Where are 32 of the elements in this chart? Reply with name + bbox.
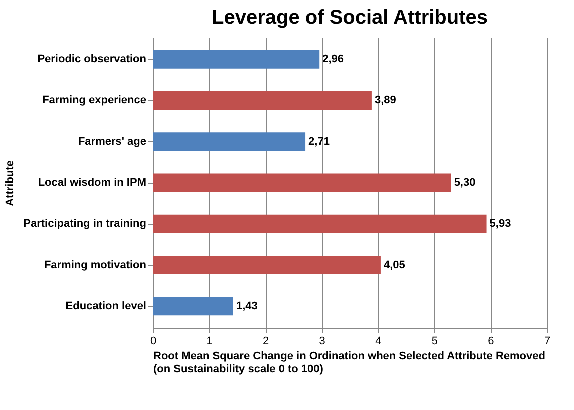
y-tick-label: Farmers' age bbox=[78, 136, 146, 148]
y-axis-title: Attribute bbox=[4, 160, 17, 206]
data-label: 5,93 bbox=[490, 218, 512, 230]
data-label: 1,43 bbox=[236, 300, 258, 312]
bar bbox=[153, 50, 320, 69]
chart-title: Leverage of Social Attributes bbox=[212, 7, 488, 29]
bar bbox=[153, 214, 487, 234]
x-tick-label: 0 bbox=[150, 336, 157, 348]
x-tick-label: 2 bbox=[263, 336, 270, 348]
x-tick-label: 6 bbox=[488, 336, 494, 348]
x-tick-label: 3 bbox=[319, 336, 326, 348]
bar bbox=[153, 174, 452, 192]
bar bbox=[153, 297, 234, 316]
bar bbox=[153, 132, 306, 152]
data-label: 4,05 bbox=[384, 259, 406, 272]
y-tick-label: Farming experience bbox=[42, 94, 146, 107]
x-tick-label: 7 bbox=[544, 336, 551, 348]
bar bbox=[153, 91, 372, 110]
data-label: 3,89 bbox=[374, 94, 396, 107]
x-axis-title: Root Mean Square Change in Ordination when Selected Attribute Removed (on Sustainability scale 0 to 100) bbox=[154, 350, 546, 376]
data-label: 2,96 bbox=[322, 54, 344, 66]
y-tick-label: Education level bbox=[66, 300, 146, 312]
data-label: 5,30 bbox=[454, 177, 476, 189]
x-tick-label: 4 bbox=[376, 336, 382, 348]
y-tick-label: Farming motivation bbox=[44, 259, 147, 272]
bar bbox=[153, 256, 381, 275]
x-tick-label: 5 bbox=[432, 336, 438, 348]
x-tick-label: 1 bbox=[206, 336, 213, 348]
y-tick-label: Participating in training bbox=[24, 218, 146, 230]
y-tick-label: Local wisdom in IPM bbox=[38, 177, 146, 189]
data-label: 2,71 bbox=[308, 136, 330, 148]
y-tick-label: Periodic observation bbox=[38, 54, 147, 66]
